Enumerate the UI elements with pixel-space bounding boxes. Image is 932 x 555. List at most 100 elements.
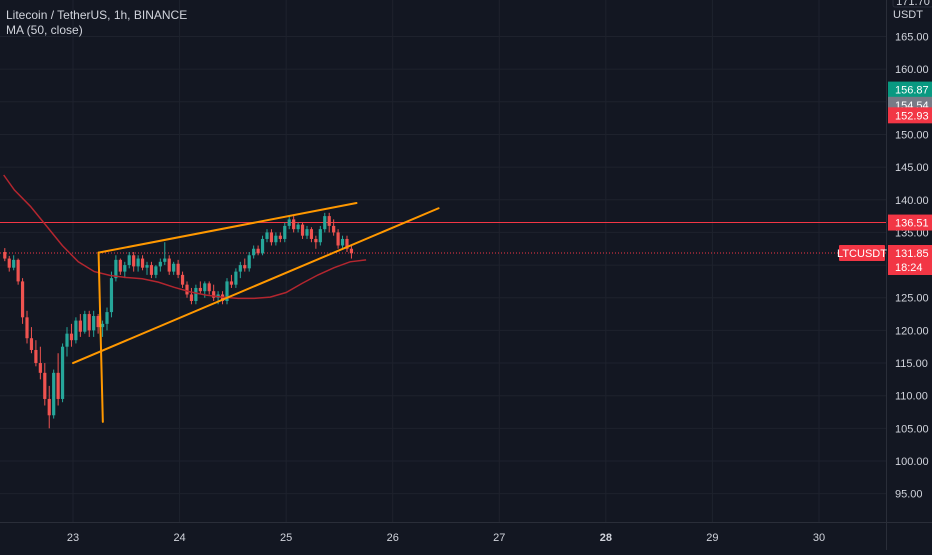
- candle-body: [167, 258, 171, 272]
- x-tick-label: 24: [173, 532, 185, 544]
- candle-body: [87, 314, 91, 331]
- candle-body: [83, 314, 87, 332]
- candle-body: [56, 372, 60, 399]
- candle-body: [163, 258, 167, 262]
- price-tag: [888, 81, 932, 98]
- candle-body: [225, 281, 229, 301]
- price-tag-label: 156.87: [895, 85, 929, 97]
- candle-body: [194, 287, 198, 301]
- candle-body: [7, 258, 11, 268]
- candle-body: [238, 265, 242, 272]
- candle-body: [12, 259, 16, 268]
- candle-body: [309, 229, 314, 239]
- price-tag-label: 152.93: [895, 110, 929, 122]
- y-tick-label: 110.00: [895, 391, 928, 403]
- y-tick-label: 95.00: [895, 489, 923, 501]
- candle-body: [3, 252, 7, 259]
- y-tick-label: 140.00: [895, 195, 929, 207]
- candle-body: [265, 232, 269, 239]
- candle-body: [92, 316, 96, 331]
- x-tick-label: 27: [493, 532, 505, 544]
- candle-body: [38, 363, 42, 373]
- candle-body: [154, 266, 158, 275]
- candle-body: [332, 225, 336, 233]
- candle-body: [47, 398, 51, 416]
- candle-body: [212, 291, 216, 298]
- candle-body: [176, 263, 180, 275]
- candle-body: [252, 248, 256, 256]
- candle-body: [269, 232, 274, 243]
- symbol-title: Litecoin / TetherUS, 1h, BINANCE: [6, 8, 188, 22]
- countdown-label: 18:24: [895, 262, 923, 274]
- candle-body: [149, 265, 154, 275]
- candle-body: [283, 225, 287, 239]
- x-tick-label: 23: [67, 532, 79, 544]
- candle-body: [65, 333, 69, 347]
- candle-body: [278, 235, 282, 239]
- y-tick-label: 165.00: [895, 32, 929, 44]
- price-tag: [888, 107, 932, 124]
- price-tag: [888, 214, 932, 231]
- candle-body: [136, 258, 140, 267]
- last-price-label: 131.85: [895, 248, 929, 260]
- candle-body: [292, 219, 296, 230]
- candle-body: [243, 265, 247, 269]
- candle-body: [60, 346, 65, 399]
- candle-body: [172, 263, 176, 272]
- candle-body: [207, 283, 211, 292]
- candle-body: [305, 229, 309, 236]
- y-tick-label: 115.00: [895, 358, 928, 370]
- candle-body: [234, 271, 238, 285]
- candle-body: [100, 323, 105, 328]
- y-tick-label: 145.00: [895, 162, 929, 174]
- candles-group: [3, 212, 354, 429]
- y-tick-label: 105.00: [895, 423, 929, 435]
- x-tick-label: 30: [813, 532, 825, 544]
- candle-body: [274, 235, 278, 243]
- candle-body: [323, 216, 327, 230]
- candle-body: [105, 312, 109, 324]
- drawings-group: [72, 202, 440, 423]
- y-tick-label: 160.00: [895, 64, 929, 76]
- currency-label: USDT: [893, 9, 923, 21]
- y-tick-label: 120.00: [895, 325, 929, 337]
- candle-body: [16, 259, 20, 282]
- chart-legend: Litecoin / TetherUS, 1h, BINANCE MA (50,…: [6, 8, 187, 38]
- x-tick-label: 26: [387, 532, 399, 544]
- candle-body: [189, 294, 194, 301]
- candle-body: [256, 248, 260, 254]
- y-tick-label: 125.00: [895, 293, 929, 305]
- x-tick-label: 28: [600, 532, 612, 544]
- candle-body: [69, 333, 74, 341]
- candle-body: [314, 238, 318, 243]
- candle-body: [34, 349, 38, 364]
- candle-body: [52, 372, 56, 416]
- y-tick-label: 100.00: [895, 456, 929, 468]
- symbol-tag: [839, 244, 885, 261]
- x-tick-label: 29: [706, 532, 718, 544]
- candle-body: [74, 320, 78, 341]
- candle-body: [349, 248, 354, 254]
- candle-body: [123, 265, 127, 272]
- candle-body: [318, 229, 322, 243]
- candle-body: [260, 238, 265, 254]
- candle-body: [78, 320, 82, 332]
- candle-body: [296, 224, 300, 230]
- candle-body: [29, 338, 34, 350]
- candle-body: [127, 255, 131, 266]
- symbol-tag-label: LTCUSDT: [837, 248, 887, 260]
- wedge-upper-trendline: [97, 202, 358, 254]
- candle-body: [345, 238, 349, 249]
- candle-body: [340, 238, 345, 246]
- y-tick-label: 150.00: [895, 129, 929, 141]
- wedge-vertical-line: [97, 251, 104, 423]
- candle-body: [96, 316, 100, 328]
- candle-body: [158, 261, 162, 267]
- candle-body: [25, 317, 29, 339]
- candle-body: [109, 278, 114, 313]
